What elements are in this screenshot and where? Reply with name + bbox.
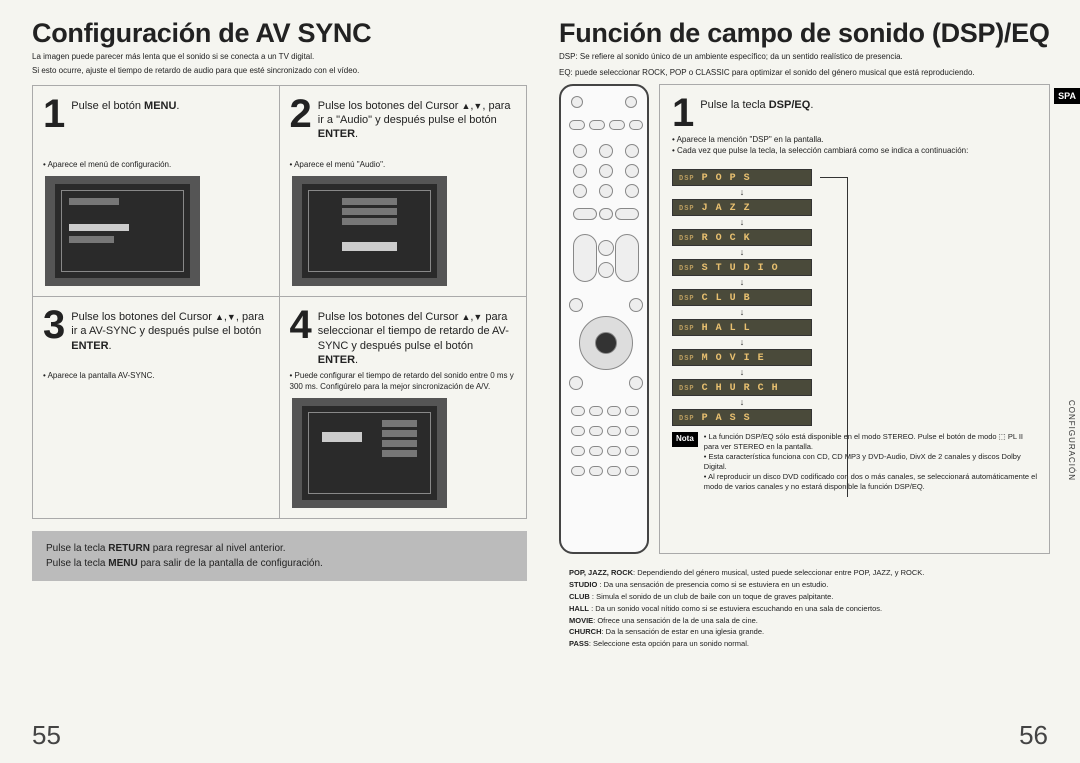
nota-item: Al reproducir un disco DVD codificado co…	[704, 472, 1037, 492]
step1-num: 1	[43, 96, 65, 132]
steps-grid: 1 Pulse el botón MENU. Aparece el menú d…	[32, 85, 527, 519]
step4-num: 4	[290, 307, 312, 343]
mode-desc-line: CHURCH: Da la sensación de estar en una …	[569, 627, 1050, 638]
lcd-mode: DSP M O V I E	[672, 349, 812, 366]
lcd-arrow-icon: ↓	[672, 308, 812, 317]
remote-illustration	[559, 84, 649, 554]
step-4: 4 Pulse los botones del Cursor ▲,▼ para …	[280, 297, 527, 518]
mode-desc-line: MOVIE: Ofrece una sensación de la de una…	[569, 616, 1050, 627]
step3-text: Pulse los botones del Cursor ▲,▼, para i…	[71, 307, 268, 353]
nota-item: Esta característica funciona con CD, CD …	[704, 452, 1037, 472]
bottom2: Pulse la tecla MENU para salir de la pan…	[46, 558, 513, 569]
step4-screenshot	[292, 398, 447, 508]
mode-desc-line: STUDIO : Da una sensación de presencia c…	[569, 580, 1050, 591]
lcd-arrow-icon: ↓	[672, 278, 812, 287]
lcd-arrow-icon: ↓	[672, 338, 812, 347]
lcd-mode: DSP P A S S	[672, 409, 812, 426]
dsp-panel: 1 Pulse la tecla DSP/EQ. Aparece la menc…	[659, 84, 1050, 554]
step2-num: 2	[290, 96, 312, 132]
right-sub1: DSP: Se refiere al sonido único de un am…	[559, 52, 1050, 62]
mode-desc-line: CLUB : Simula el sonido de un club de ba…	[569, 592, 1050, 603]
nota-list: La función DSP/EQ sólo está disponible e…	[704, 432, 1037, 493]
lcd-arrow-icon: ↓	[672, 248, 812, 257]
lcd-mode: DSP H A L L	[672, 319, 812, 336]
lcd-mode: DSP C L U B	[672, 289, 812, 306]
mode-desc-line: PASS: Seleccione esta opción para un son…	[569, 639, 1050, 650]
mode-descriptions: POP, JAZZ, ROCK: Dependiendo del género …	[559, 568, 1050, 650]
lcd-list: DSP P O P S ↓ DSP J A Z Z ↓ DSP R O C K ↓ DSP …	[672, 169, 1037, 426]
step1-bullet: Aparece el menú de configuración.	[43, 160, 269, 170]
mode-desc-line: HALL : Da un sonido vocal nítido como si…	[569, 604, 1050, 615]
dsp-b2: Cada vez que pulse la tecla, la selecció…	[672, 146, 1037, 156]
page-num-left: 55	[32, 720, 61, 751]
dsp-b1: Aparece la mención "DSP" en la pantalla.	[672, 135, 1037, 145]
step2-screenshot	[292, 176, 447, 286]
right-page: Función de campo de sonido (DSP)/EQ DSP:…	[545, 0, 1080, 763]
left-title: Configuración de AV SYNC	[32, 18, 527, 49]
step-3: 3 Pulse los botones del Cursor ▲,▼, para…	[33, 297, 280, 518]
nota-badge: Nota	[672, 432, 698, 447]
step1-text: Pulse el botón MENU.	[71, 96, 179, 113]
page-num-right: 56	[1019, 720, 1048, 751]
dsp-num: 1	[672, 95, 694, 131]
lcd-mode: DSP R O C K	[672, 229, 812, 246]
spa-badge: SPA	[1054, 88, 1080, 104]
lcd-arrow-icon: ↓	[672, 188, 812, 197]
bottom1: Pulse la tecla RETURN para regresar al n…	[46, 543, 513, 554]
lcd-arrow-icon: ↓	[672, 398, 812, 407]
nota-block: Nota La función DSP/EQ sólo está disponi…	[672, 432, 1037, 493]
right-sub2: EQ: puede seleccionar ROCK, POP o CLASSI…	[559, 68, 1050, 78]
step-1: 1 Pulse el botón MENU. Aparece el menú d…	[33, 86, 280, 297]
dsp-head-text: Pulse la tecla DSP/EQ.	[700, 95, 813, 112]
left-sub2: Si esto ocurre, ajuste el tiempo de reta…	[32, 66, 527, 76]
step3-bullet: Aparece la pantalla AV-SYNC.	[43, 371, 269, 381]
bottom-bar: Pulse la tecla RETURN para regresar al n…	[32, 531, 527, 581]
step-2: 2 Pulse los botones del Cursor ▲,▼, para…	[280, 86, 527, 297]
left-sub1: La imagen puede parecer más lenta que el…	[32, 52, 527, 62]
left-page: Configuración de AV SYNC La imagen puede…	[0, 0, 545, 763]
step4-bullet: Puede configurar el tiempo de retardo de…	[290, 371, 517, 392]
lcd-mode: DSP P O P S	[672, 169, 812, 186]
step4-text: Pulse los botones del Cursor ▲,▼ para se…	[318, 307, 516, 367]
lcd-mode: DSP J A Z Z	[672, 199, 812, 216]
step2-bullet: Aparece el menú "Audio".	[290, 160, 517, 170]
step2-text: Pulse los botones del Cursor ▲,▼, para i…	[318, 96, 516, 142]
lcd-mode: DSP S T U D I O	[672, 259, 812, 276]
right-title: Función de campo de sonido (DSP)/EQ	[559, 18, 1050, 49]
lcd-mode: DSP C H U R C H	[672, 379, 812, 396]
step1-screenshot	[45, 176, 200, 286]
step3-num: 3	[43, 307, 65, 343]
lcd-arrow-icon: ↓	[672, 218, 812, 227]
lcd-arrow-icon: ↓	[672, 368, 812, 377]
mode-desc-line: POP, JAZZ, ROCK: Dependiendo del género …	[569, 568, 1050, 579]
side-tab-text: CONFIGURACIÓN	[1067, 400, 1076, 481]
nota-item: La función DSP/EQ sólo está disponible e…	[704, 432, 1037, 452]
